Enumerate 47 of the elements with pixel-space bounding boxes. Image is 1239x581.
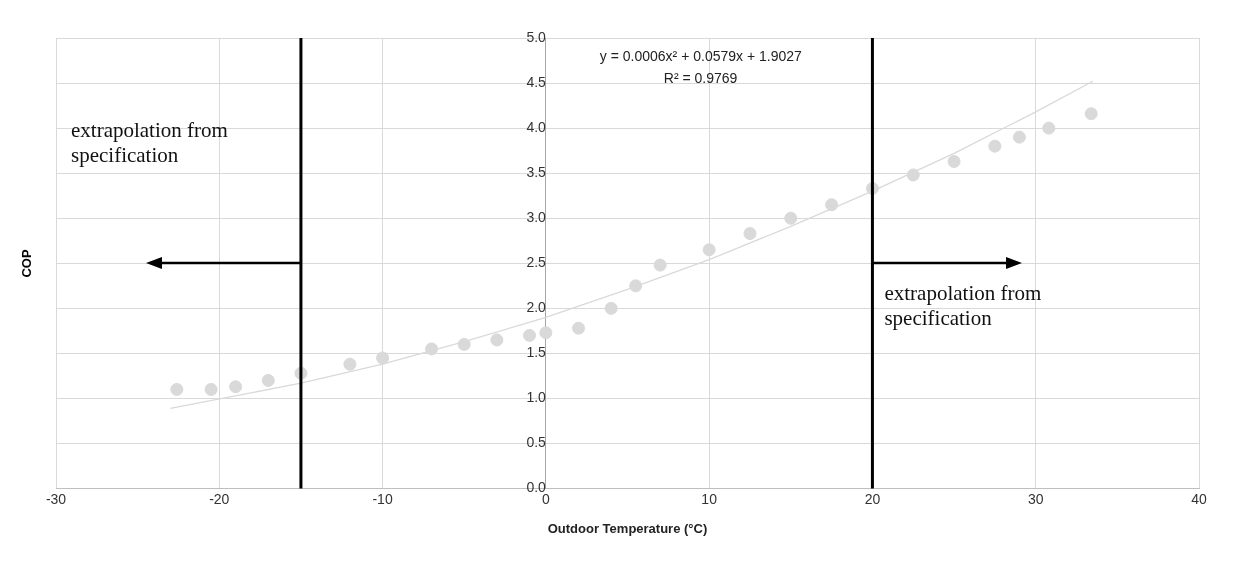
point (204, 382, 218, 396)
point (629, 279, 643, 293)
point (170, 382, 184, 396)
y-tick-label: 1.5 (526, 344, 547, 361)
y-tick-label: 5.0 (526, 28, 547, 45)
x-tick-label: -20 (209, 490, 230, 507)
annotation: R² = 0.9769 (663, 70, 738, 86)
point (743, 227, 757, 241)
x-tick-label: -30 (45, 490, 67, 507)
annotation: y = 0.0006x² + 0.0579x + 1.9027 (599, 48, 802, 64)
y-tick-label: 3.0 (526, 209, 547, 226)
point (1012, 130, 1026, 144)
x-tick-label: 40 (1191, 490, 1207, 507)
point (261, 373, 275, 387)
y-tick-label: 1.0 (526, 389, 547, 406)
y-tick-label: 0.5 (526, 434, 547, 451)
x-axis-title: Outdoor Temperature (°C) (547, 520, 708, 536)
y-axis-title: COP (18, 249, 34, 278)
x-tick-label: 30 (1027, 490, 1044, 507)
point (825, 198, 839, 212)
point (523, 328, 537, 342)
annotation: extrapolation from specification (884, 281, 1043, 332)
y-tick-label: 2.5 (526, 254, 547, 271)
point (1042, 121, 1056, 135)
point (229, 380, 243, 394)
point (490, 333, 504, 347)
point (343, 357, 357, 371)
point (906, 168, 920, 182)
point (1084, 107, 1098, 121)
y-tick-label: 3.5 (526, 164, 547, 181)
point (784, 211, 798, 225)
x-tick-label: 10 (701, 490, 718, 507)
x-tick-label: -10 (372, 490, 393, 507)
annotation: extrapolation from specification (71, 118, 229, 168)
point (539, 326, 553, 340)
point (457, 337, 471, 351)
y-tick-label: 4.0 (526, 118, 547, 135)
point (947, 154, 961, 168)
y-tick-label: 4.5 (526, 73, 547, 90)
point (376, 351, 390, 365)
point (604, 301, 618, 315)
point (572, 321, 586, 335)
y-tick-label: 2.0 (526, 299, 547, 316)
point (988, 139, 1002, 153)
point (702, 243, 716, 257)
x-tick-label: 20 (864, 490, 881, 507)
point (653, 258, 667, 272)
